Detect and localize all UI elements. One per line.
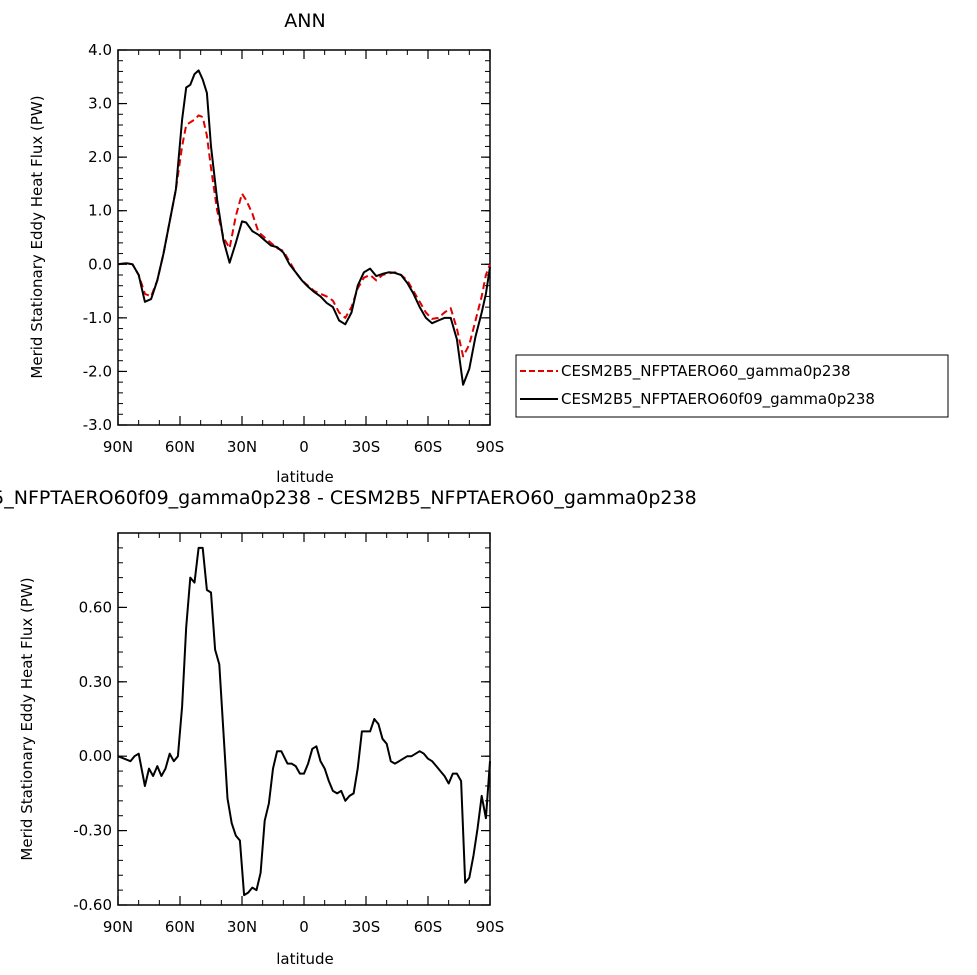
top-y-axis-label: Merid Stationary Eddy Heat Flux (PW)	[28, 95, 46, 378]
bottom-x-tick-label: 90S	[476, 918, 505, 936]
top-x-tick-label: 60S	[414, 438, 443, 456]
bottom-y-tick-label: 0.60	[79, 598, 112, 616]
bottom-x-axis-label: latitude	[276, 950, 334, 968]
legend-box	[515, 354, 949, 418]
top-series-line-1	[117, 114, 491, 358]
top-y-tick-label: 3.0	[88, 95, 112, 113]
bottom-y-tick-label: -0.30	[73, 822, 112, 840]
bottom-x-tick-label: 30N	[227, 918, 257, 936]
bottom-chart-title: CESM2B5_NFPTAERO60f09_gamma0p238 - CESM2…	[0, 487, 697, 509]
bottom-panel: CESM2B5_NFPTAERO60f09_gamma0p238 - CESM2…	[0, 487, 697, 968]
top-y-tick-label: 1.0	[88, 202, 112, 220]
top-y-tick-label: 2.0	[88, 148, 112, 166]
top-x-tick-label: 90N	[103, 438, 133, 456]
top-y-tick-label: -1.0	[83, 309, 112, 327]
bottom-x-tick-label: 90N	[103, 918, 133, 936]
bottom-y-tick-label: 0.30	[79, 673, 112, 691]
bottom-y-tick-label: -0.60	[73, 896, 112, 914]
top-x-tick-label: 30S	[352, 438, 381, 456]
bottom-x-tick-label: 0	[299, 918, 309, 936]
top-x-axis-label: latitude	[276, 468, 334, 486]
bottom-series-line-1	[117, 546, 491, 897]
top-plot-frame	[117, 49, 491, 426]
legend-label-series-1: CESM2B5_NFPTAERO60_gamma0p238	[561, 362, 851, 381]
top-chart-title: ANN	[284, 10, 325, 32]
bottom-y-tick-label: 0.00	[79, 747, 112, 765]
top-series-line-2	[117, 69, 491, 386]
top-x-tick-label: 30N	[227, 438, 257, 456]
bottom-x-tick-label: 60S	[414, 918, 443, 936]
bottom-x-tick-label: 30S	[352, 918, 381, 936]
legend: CESM2B5_NFPTAERO60_gamma0p238 CESM2B5_NF…	[515, 354, 949, 418]
bottom-x-tick-label: 60N	[165, 918, 195, 936]
top-panel: ANN 90N 60N 30N 0 30S 60S 90S -3.0 -2.0 -1.0 0.0 1.…	[28, 10, 949, 486]
bottom-plot-frame	[117, 532, 491, 906]
legend-label-series-2: CESM2B5_NFPTAERO60f09_gamma0p238	[561, 390, 875, 409]
top-x-tick-label: 0	[299, 438, 309, 456]
top-y-tick-label: 0.0	[88, 255, 112, 273]
top-y-tick-label: -2.0	[83, 362, 112, 380]
top-y-tick-label: -3.0	[83, 416, 112, 434]
bottom-y-axis-label: Merid Stationary Eddy Heat Flux (PW)	[18, 577, 36, 860]
top-y-tick-label: 4.0	[88, 41, 112, 59]
top-x-tick-label: 60N	[165, 438, 195, 456]
top-x-tick-label: 90S	[476, 438, 505, 456]
